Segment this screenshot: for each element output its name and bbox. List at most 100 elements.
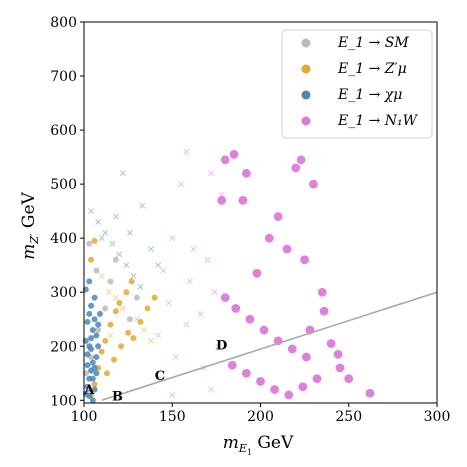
background-cross-mark [178,181,185,188]
cut-line [101,291,438,402]
background-cross-mark [139,202,146,209]
background-cross-mark [137,283,144,290]
background-cross-mark [204,256,211,263]
data-point [86,310,93,317]
data-point [241,168,251,178]
data-point [91,316,98,323]
background-cross-mark [95,218,102,225]
data-point [238,195,248,205]
data-point [88,335,95,342]
point-annotation: D [216,338,227,353]
data-point [89,375,96,382]
data-point [86,240,93,247]
y-tick-label: 700 [50,69,77,85]
data-point [365,388,375,398]
data-point [287,344,297,354]
data-point [89,327,96,334]
background-cross-mark [197,310,204,317]
legend-marker [301,64,311,74]
point-annotation: C [155,369,165,384]
data-point [91,237,98,244]
data-point [335,363,345,373]
data-point [91,386,98,393]
y-tick-label: 800 [50,15,77,31]
data-point [317,287,327,297]
data-point [252,268,262,278]
background-cross-mark [105,289,112,296]
background-cross-mark [211,289,218,296]
x-tick-label: 100 [71,409,98,425]
data-point [95,343,102,350]
data-point [86,392,93,399]
data-point [284,390,294,400]
legend-label: E_1 → χμ [337,87,402,103]
y-tick-label: 300 [50,285,77,301]
x-tick-label: 200 [247,409,274,425]
x-tick-label: 250 [335,409,362,425]
background-cross-mark [102,229,109,236]
data-point [102,337,109,344]
data-point [144,305,151,312]
legend: E_1 → SM E_1 → Z′μ E_1 → χμ E_1 → N₁W [281,29,433,139]
background-cross-mark [109,240,116,247]
data-point [309,179,318,189]
data-point [111,356,118,363]
data-point [256,376,265,386]
data-point [95,321,102,328]
data-point [312,374,322,384]
background-cross-mark [148,337,155,344]
y-tick-label: 500 [50,177,77,193]
data-point [259,325,269,335]
legend-label: E_1 → N₁W [337,113,419,129]
legend-label: E_1 → SM [337,35,409,51]
legend-marker [301,90,311,100]
background-cross-mark [155,262,162,269]
axes: 100 150 200 250 300 100 200 300 400 500 600 700 800 [50,15,450,425]
data-point [93,267,100,274]
y-tick-label: 100 [50,393,77,409]
data-point [107,321,114,328]
data-point [118,343,125,350]
data-point [123,289,130,296]
data-point [220,155,230,165]
data-point [95,327,102,334]
data-point [220,293,230,303]
background-cross-mark [116,251,123,258]
data-point [301,352,311,362]
data-point [130,335,137,342]
data-point [296,155,306,165]
background-cross-mark [112,294,119,301]
data-point [273,212,283,221]
background-cross-mark [88,208,95,215]
data-point [151,294,158,301]
data-point [137,318,144,325]
data-point [128,278,135,285]
y-axis-label: mZ′ GeV [19,191,41,259]
data-point [326,339,336,348]
data-point [270,385,280,394]
background-cross-mark [130,273,137,279]
data-point [126,316,133,323]
background-cross-mark [215,343,222,350]
data-point [103,370,110,377]
plot-area: A B C D [82,148,438,404]
point-annotation: A [83,383,95,398]
legend-box [281,29,433,139]
data-point [93,370,100,377]
background-cross-mark [208,170,215,177]
data-point [91,364,98,371]
data-point [93,354,100,361]
background-cross-mark [126,229,133,236]
background-cross-mark [160,267,167,274]
data-point [84,383,91,390]
point-annotation: B [112,389,123,404]
data-point [133,294,140,301]
data-point [91,381,98,388]
data-point [89,359,96,366]
legend-label: E_1 → Z′μ [337,61,407,77]
legend-marker [301,38,311,48]
data-point [88,256,95,263]
data-point [84,362,91,369]
data-point [264,233,274,243]
